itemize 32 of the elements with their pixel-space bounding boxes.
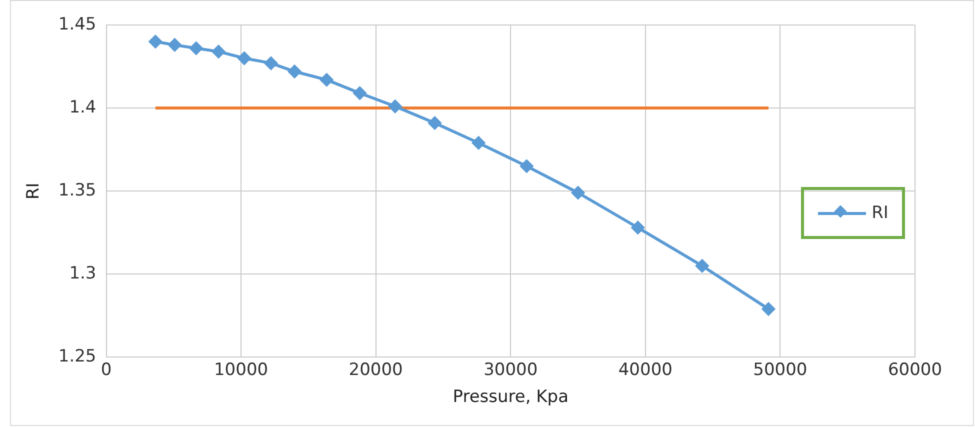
point <box>428 116 442 130</box>
y-tick-label: 1.4 <box>69 97 96 118</box>
legend-label: RI <box>872 203 888 223</box>
x-tick-label: 0 <box>100 360 112 380</box>
point <box>212 45 226 58</box>
point <box>148 35 162 48</box>
x-tick-label: 10000 <box>214 360 268 380</box>
y-tick-label: 1.25 <box>58 346 96 367</box>
y-tick-label: 1.3 <box>69 264 96 284</box>
point <box>388 100 402 113</box>
point <box>238 52 251 65</box>
point <box>572 186 585 200</box>
point <box>168 38 182 52</box>
x-tick-label: 30000 <box>484 360 538 380</box>
point <box>353 86 366 100</box>
point <box>320 73 334 86</box>
point <box>631 221 644 234</box>
point <box>288 65 302 78</box>
y-tick-label: 1.35 <box>58 180 96 201</box>
point <box>762 302 775 316</box>
y-tick-label: 1.45 <box>58 14 96 34</box>
x-axis-title: Pressure, Kpa <box>452 387 569 408</box>
point <box>264 56 278 70</box>
point <box>190 42 203 55</box>
x-tick-label: 40000 <box>618 360 672 380</box>
x-tick-label: 60000 <box>888 360 942 380</box>
x-tick-label: 50000 <box>753 360 808 380</box>
point <box>520 160 534 173</box>
y-axis-title: RI <box>24 182 44 200</box>
x-tick-label: 20000 <box>348 360 403 380</box>
point <box>696 259 709 272</box>
point <box>472 136 486 150</box>
